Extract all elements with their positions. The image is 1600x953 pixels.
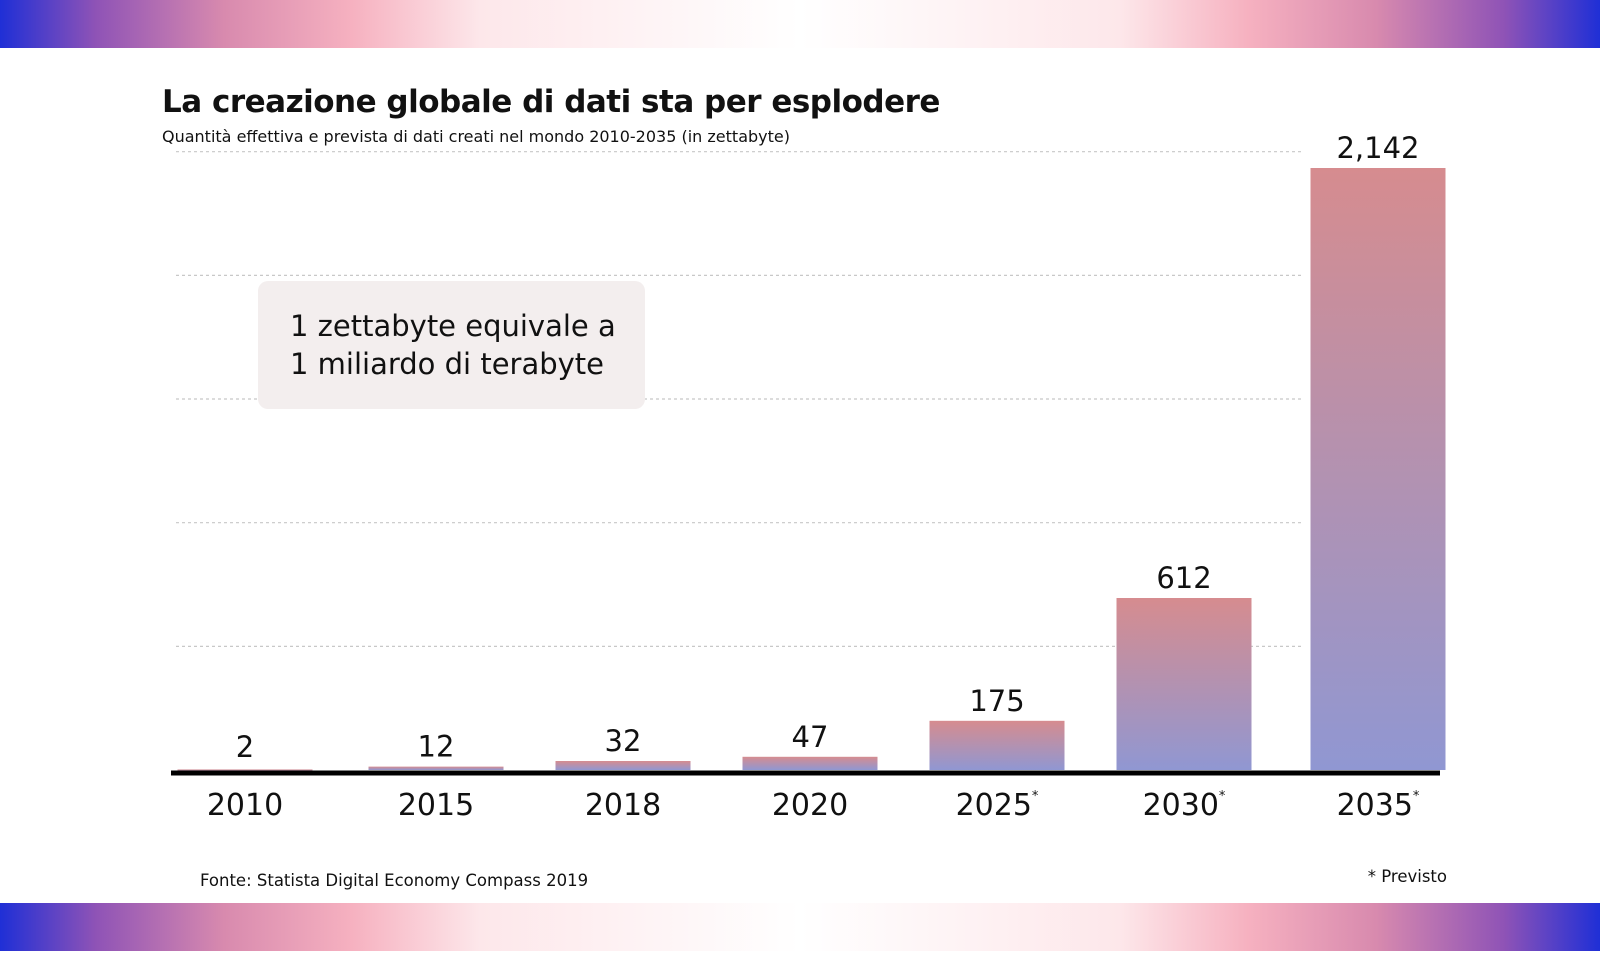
value-label-2020: 47: [792, 720, 829, 754]
value-label-2018: 32: [605, 724, 642, 758]
x-tick-2030: 2030*: [1143, 788, 1226, 823]
x-tick-2015: 2015: [398, 788, 474, 823]
chart-subtitle: Quantità effettiva e prevista di dati cr…: [162, 127, 790, 146]
value-label-2015: 12: [418, 730, 455, 764]
callout-line-2: 1 miliardo di terabyte: [290, 347, 605, 381]
bar-2025: [929, 720, 1065, 770]
value-label-2025: 175: [969, 684, 1024, 718]
chart-title: La creazione globale di dati sta per esp…: [162, 84, 940, 120]
bar-2030: [1116, 598, 1252, 770]
source-note: Fonte: Statista Digital Economy Compass …: [200, 871, 589, 890]
x-tick-2035: 2035*: [1337, 788, 1420, 823]
forecast-note: * Previsto: [1367, 867, 1447, 886]
x-tick-2018: 2018: [585, 788, 661, 823]
x-tick-2020: 2020: [772, 788, 848, 823]
x-tick-2025: 2025*: [956, 788, 1039, 823]
forecast-marker: *: [1032, 789, 1039, 804]
bar-2020: [742, 756, 878, 770]
top-gradient-band: [0, 0, 1600, 48]
bar-2018: [555, 761, 691, 770]
forecast-marker: *: [1219, 789, 1226, 804]
category-labels: 2010 2015 2018 2020 2025* 2030* 2035*: [207, 788, 1420, 823]
x-tick-2010: 2010: [207, 788, 283, 823]
bars: [177, 168, 1446, 772]
value-label-2010: 2: [236, 730, 254, 764]
value-labels: 2 12 32 47 175 612 2,142: [236, 131, 1420, 764]
callout-box: 1 zettabyte equivale a 1 miliardo di ter…: [258, 281, 645, 409]
bottom-gradient-band: [0, 903, 1600, 951]
value-label-2030: 612: [1156, 561, 1211, 595]
callout-line-1: 1 zettabyte equivale a: [290, 309, 616, 343]
value-label-2035: 2,142: [1336, 131, 1419, 165]
forecast-marker: *: [1413, 789, 1420, 804]
bar-2015: [368, 766, 504, 770]
bar-2035: [1310, 168, 1446, 770]
